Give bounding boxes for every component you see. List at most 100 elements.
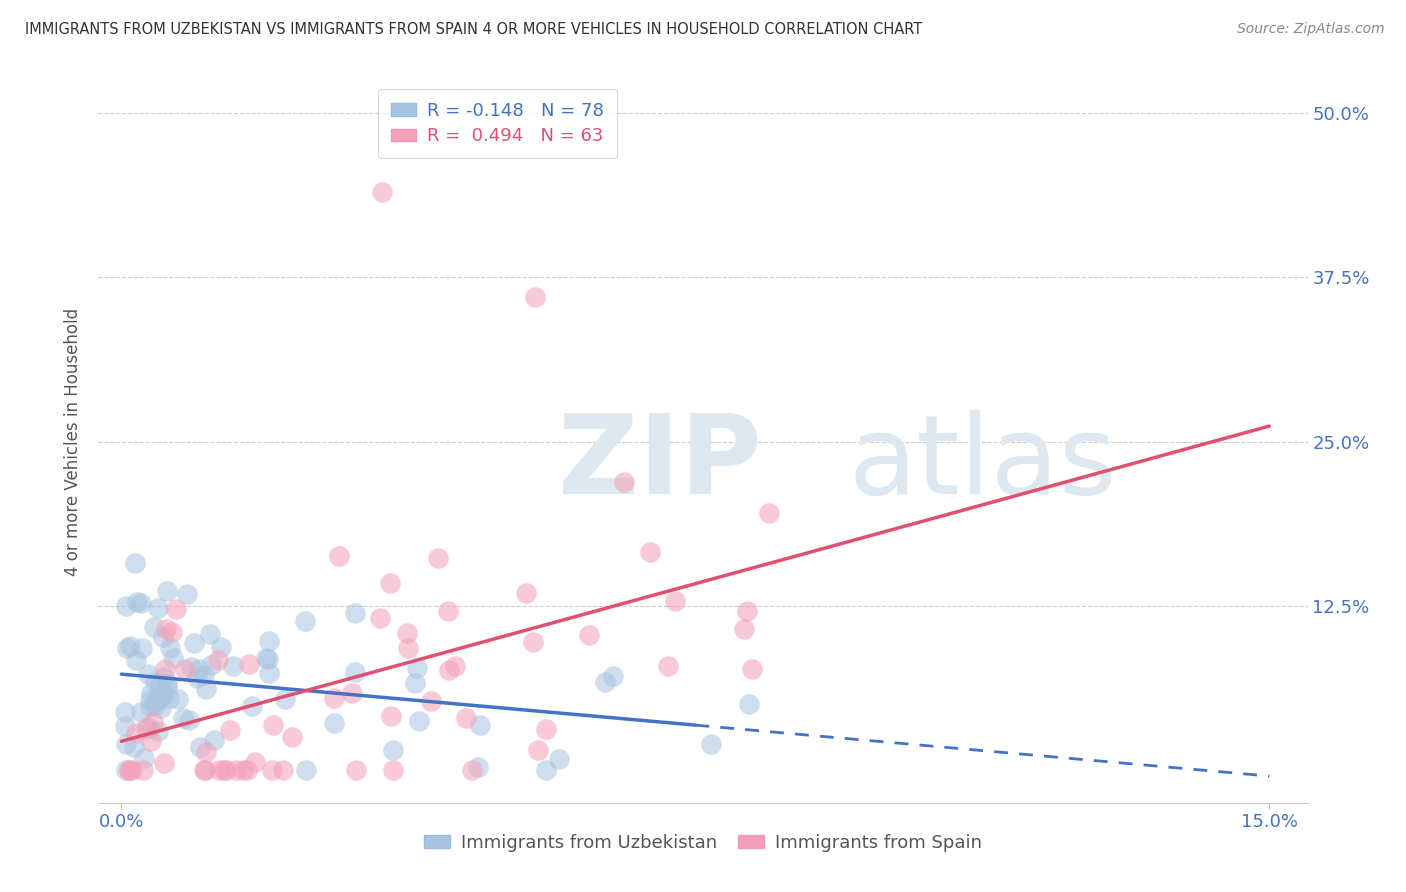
Point [534, 763, 557, 777]
Point [381, 763, 404, 777]
Point [148, 691, 170, 706]
Point [141, 715, 163, 730]
Point [180, 660, 202, 674]
Point [231, 763, 253, 777]
Point [195, 681, 218, 696]
Point [222, 659, 245, 673]
Point [735, 604, 758, 618]
Point [700, 737, 723, 751]
Point [127, 594, 149, 608]
Point [134, 751, 156, 765]
Point [328, 549, 350, 563]
Point [257, 652, 280, 666]
Point [114, 706, 136, 720]
Point [172, 711, 194, 725]
Point [139, 686, 162, 700]
Point [602, 669, 624, 683]
Point [129, 705, 152, 719]
Point [136, 667, 159, 681]
Point [664, 594, 686, 608]
Point [149, 679, 172, 693]
Point [215, 763, 238, 777]
Point [593, 675, 616, 690]
Point [177, 713, 200, 727]
Point [323, 690, 346, 705]
Point [381, 742, 404, 756]
Point [515, 586, 537, 600]
Point [461, 763, 484, 777]
Point [129, 596, 152, 610]
Point [195, 745, 218, 759]
Point [370, 611, 392, 625]
Point [162, 651, 184, 665]
Point [225, 763, 247, 777]
Point [143, 674, 166, 689]
Point [257, 665, 280, 680]
Point [114, 763, 136, 777]
Point [245, 755, 267, 769]
Point [406, 661, 429, 675]
Point [166, 692, 188, 706]
Point [271, 763, 294, 777]
Point [212, 763, 235, 777]
Point [527, 742, 550, 756]
Point [138, 699, 160, 714]
Point [419, 694, 441, 708]
Text: Source: ZipAtlas.com: Source: ZipAtlas.com [1237, 22, 1385, 37]
Point [156, 677, 179, 691]
Point [343, 665, 366, 680]
Point [208, 763, 231, 777]
Point [741, 662, 763, 676]
Point [219, 723, 242, 737]
Point [323, 715, 346, 730]
Point [344, 606, 367, 620]
Point [118, 763, 141, 777]
Point [117, 641, 139, 656]
Point [467, 760, 489, 774]
Point [156, 680, 179, 694]
Point [236, 763, 259, 777]
Text: atlas: atlas [848, 409, 1116, 516]
Point [454, 711, 477, 725]
Point [522, 634, 544, 648]
Text: ZIP: ZIP [558, 409, 761, 516]
Point [193, 668, 215, 682]
Point [153, 662, 176, 676]
Point [408, 714, 430, 729]
Point [260, 763, 283, 777]
Point [153, 687, 176, 701]
Point [148, 724, 170, 739]
Point [159, 641, 181, 656]
Point [156, 584, 179, 599]
Point [733, 622, 755, 636]
Point [294, 614, 316, 628]
Point [638, 545, 661, 559]
Point [145, 698, 167, 713]
Point [523, 290, 546, 304]
Point [344, 763, 367, 777]
Point [209, 640, 232, 654]
Point [143, 696, 166, 710]
Point [174, 662, 197, 676]
Point [738, 697, 761, 711]
Legend: Immigrants from Uzbekistan, Immigrants from Spain: Immigrants from Uzbekistan, Immigrants f… [418, 826, 988, 859]
Point [262, 718, 284, 732]
Point [758, 506, 780, 520]
Point [536, 722, 558, 736]
Point [160, 625, 183, 640]
Point [193, 763, 215, 777]
Point [404, 676, 426, 690]
Point [122, 739, 145, 754]
Point [115, 737, 138, 751]
Point [613, 475, 636, 489]
Point [437, 663, 460, 677]
Point [468, 717, 491, 731]
Point [114, 719, 136, 733]
Text: IMMIGRANTS FROM UZBEKISTAN VS IMMIGRANTS FROM SPAIN 4 OR MORE VEHICLES IN HOUSEH: IMMIGRANTS FROM UZBEKISTAN VS IMMIGRANTS… [25, 22, 922, 37]
Point [193, 763, 215, 777]
Point [115, 599, 138, 613]
Point [120, 639, 142, 653]
Point [395, 625, 418, 640]
Point [340, 686, 363, 700]
Point [157, 691, 180, 706]
